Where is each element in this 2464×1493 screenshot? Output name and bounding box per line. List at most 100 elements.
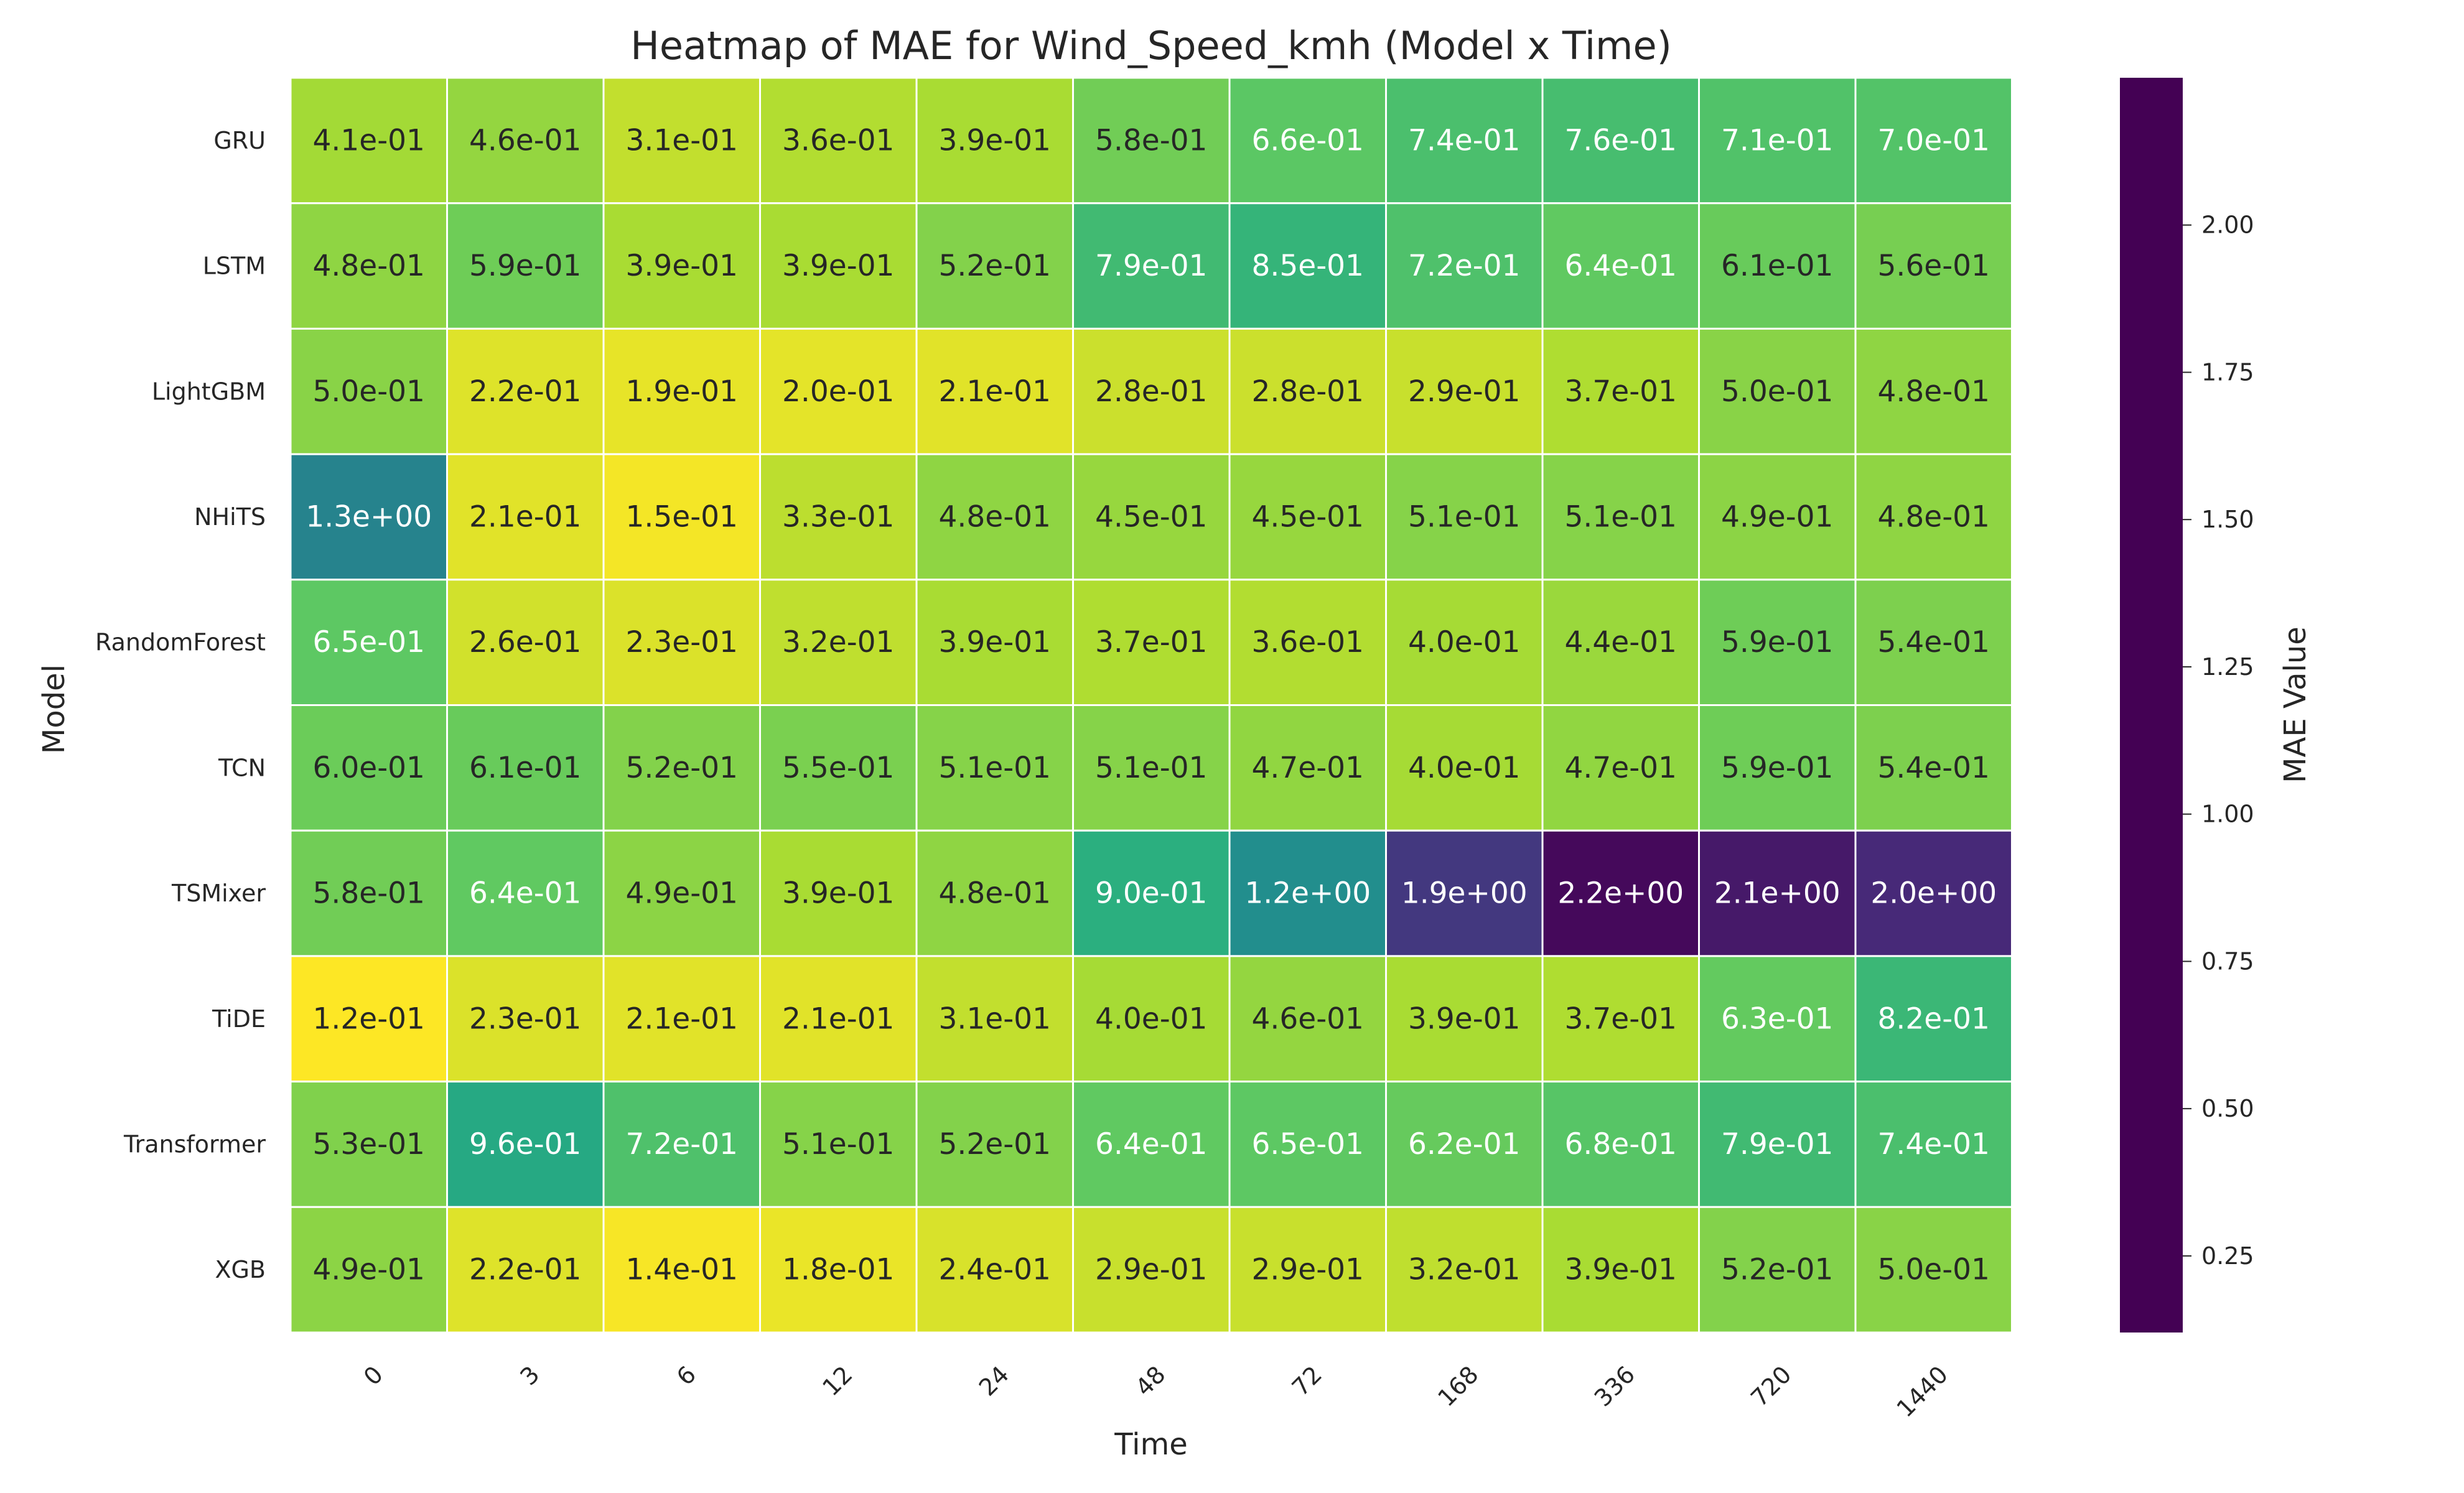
cell-value-label: 6.5e-01 bbox=[1252, 1127, 1364, 1161]
cell-value-label: 5.2e-01 bbox=[1721, 1253, 1833, 1287]
x-tick-label: 336 bbox=[1589, 1360, 1640, 1412]
cell-value-label: 3.1e-01 bbox=[626, 123, 738, 157]
heatmap-cell bbox=[1072, 202, 1231, 330]
cell-value-label: 8.5e-01 bbox=[1252, 249, 1364, 283]
heatmap-cell bbox=[289, 327, 448, 455]
y-tick-label: NHiTS bbox=[194, 503, 266, 531]
heatmap-cell bbox=[915, 453, 1074, 581]
cell-value-label: 5.8e-01 bbox=[313, 877, 425, 911]
cell-value-label: 4.9e-01 bbox=[313, 1253, 425, 1287]
heatmap-cell bbox=[915, 579, 1074, 706]
y-tick-label: RandomForest bbox=[95, 629, 266, 656]
heatmap-cell bbox=[1228, 202, 1387, 330]
cell-value-label: 6.3e-01 bbox=[1721, 1002, 1833, 1036]
heatmap-cell bbox=[602, 829, 761, 957]
heatmap-cell bbox=[1698, 77, 1857, 205]
cell-value-label: 5.9e-01 bbox=[469, 249, 581, 283]
y-tick-labels: GRU LSTM LightGBM NHiTS RandomForest TCN TSMix… bbox=[95, 127, 266, 1283]
cell-value-label: 3.7e-01 bbox=[1095, 625, 1207, 659]
y-tick-label: GRU bbox=[213, 127, 266, 154]
heatmap-cell bbox=[289, 77, 448, 205]
heatmap-cell bbox=[1854, 1206, 2013, 1334]
heatmap-cell bbox=[1541, 829, 1700, 957]
cell-value-label: 4.8e-01 bbox=[313, 249, 425, 283]
heatmap-cell bbox=[446, 579, 605, 706]
heatmap-cell bbox=[759, 77, 918, 205]
heatmap-cell bbox=[1541, 453, 1700, 581]
cell-value-label: 4.8e-01 bbox=[1878, 500, 1990, 534]
cell-value-label: 2.1e-01 bbox=[939, 374, 1051, 409]
heatmap-cell bbox=[602, 77, 761, 205]
heatmap-cell bbox=[1385, 77, 1544, 205]
cell-value-label: 7.2e-01 bbox=[1408, 249, 1520, 283]
colorbar-tick-label: 0.50 bbox=[2201, 1095, 2254, 1122]
heatmap-cell bbox=[1228, 579, 1387, 706]
heatmap-cell bbox=[289, 1081, 448, 1208]
heatmap-cell bbox=[759, 955, 918, 1083]
cell-value-label: 2.1e-01 bbox=[469, 500, 581, 534]
cell-value-label: 2.8e-01 bbox=[1095, 374, 1207, 409]
cell-value-label: 3.2e-01 bbox=[782, 625, 894, 659]
cell-value-label: 2.4e-01 bbox=[939, 1253, 1051, 1287]
colorbar-label: MAE Value bbox=[2278, 626, 2313, 783]
cell-value-label: 2.2e-01 bbox=[469, 1253, 581, 1287]
heatmap-cell bbox=[759, 704, 918, 832]
x-tick-label: 6 bbox=[671, 1360, 701, 1390]
cell-value-label: 3.6e-01 bbox=[782, 123, 894, 157]
cell-value-label: 6.6e-01 bbox=[1252, 123, 1364, 157]
cell-value-label: 6.4e-01 bbox=[1565, 249, 1677, 283]
cell-value-label: 7.2e-01 bbox=[626, 1127, 738, 1161]
heatmap-cell bbox=[1228, 955, 1387, 1083]
heatmap-cell bbox=[602, 202, 761, 330]
cell-value-label: 3.9e-01 bbox=[939, 123, 1051, 157]
cell-value-label: 4.1e-01 bbox=[313, 123, 425, 157]
cell-value-label: 5.8e-01 bbox=[1095, 123, 1207, 157]
cell-value-label: 6.1e-01 bbox=[469, 751, 581, 785]
x-tick-label: 1440 bbox=[1892, 1360, 1954, 1423]
cell-value-label: 4.8e-01 bbox=[939, 500, 1051, 534]
y-tick-label: XGB bbox=[215, 1256, 266, 1283]
colorbar-tick-label: 1.50 bbox=[2201, 506, 2254, 533]
heatmap-cell bbox=[1698, 453, 1857, 581]
y-tick-label: TSMixer bbox=[171, 880, 266, 907]
cell-value-label: 9.6e-01 bbox=[469, 1127, 581, 1161]
heatmap-cell bbox=[1854, 579, 2013, 706]
heatmap-cell bbox=[289, 202, 448, 330]
x-tick-label: 48 bbox=[1130, 1360, 1170, 1401]
cell-value-label: 4.5e-01 bbox=[1252, 500, 1364, 534]
heatmap-cell bbox=[446, 77, 605, 205]
heatmap-cell bbox=[1541, 202, 1700, 330]
cell-value-label: 4.4e-01 bbox=[1565, 625, 1677, 659]
heatmap-cell bbox=[1698, 829, 1857, 957]
heatmap-cell bbox=[759, 1081, 918, 1208]
heatmap-cell bbox=[1072, 829, 1231, 957]
cell-value-label: 3.9e-01 bbox=[1565, 1253, 1677, 1287]
heatmap-cell bbox=[1228, 453, 1387, 581]
x-tick-label: 720 bbox=[1745, 1360, 1796, 1412]
cell-value-label: 3.9e-01 bbox=[939, 625, 1051, 659]
cell-value-label: 7.6e-01 bbox=[1565, 123, 1677, 157]
cell-value-label: 3.2e-01 bbox=[1408, 1253, 1520, 1287]
heatmap-cell bbox=[1698, 1206, 1857, 1334]
x-tick-label: 72 bbox=[1287, 1360, 1327, 1401]
cell-value-label: 6.1e-01 bbox=[1721, 249, 1833, 283]
heatmap-cell bbox=[1698, 1081, 1857, 1208]
x-axis-label: Time bbox=[1114, 1427, 1187, 1462]
cell-value-label: 2.1e-01 bbox=[626, 1002, 738, 1036]
heatmap-cell bbox=[915, 77, 1074, 205]
cell-value-label: 3.9e-01 bbox=[782, 877, 894, 911]
cell-value-label: 1.2e+00 bbox=[1244, 877, 1371, 911]
x-tick-label: 168 bbox=[1432, 1360, 1483, 1412]
heatmap-cell bbox=[1072, 453, 1231, 581]
cell-value-label: 5.9e-01 bbox=[1721, 751, 1833, 785]
cell-value-label: 3.7e-01 bbox=[1565, 1002, 1677, 1036]
cell-value-label: 5.2e-01 bbox=[939, 1127, 1051, 1161]
cell-value-label: 2.8e-01 bbox=[1252, 374, 1364, 409]
chart-title: Heatmap of MAE for Wind_Speed_kmh (Model… bbox=[630, 23, 1672, 68]
heatmap-cell bbox=[1385, 1081, 1544, 1208]
cell-value-label: 2.9e-01 bbox=[1095, 1253, 1207, 1287]
cell-value-label: 5.0e-01 bbox=[1721, 374, 1833, 409]
heatmap-cell bbox=[1228, 829, 1387, 957]
heatmap-cell bbox=[759, 829, 918, 957]
cell-value-label: 2.0e+00 bbox=[1870, 877, 1997, 911]
